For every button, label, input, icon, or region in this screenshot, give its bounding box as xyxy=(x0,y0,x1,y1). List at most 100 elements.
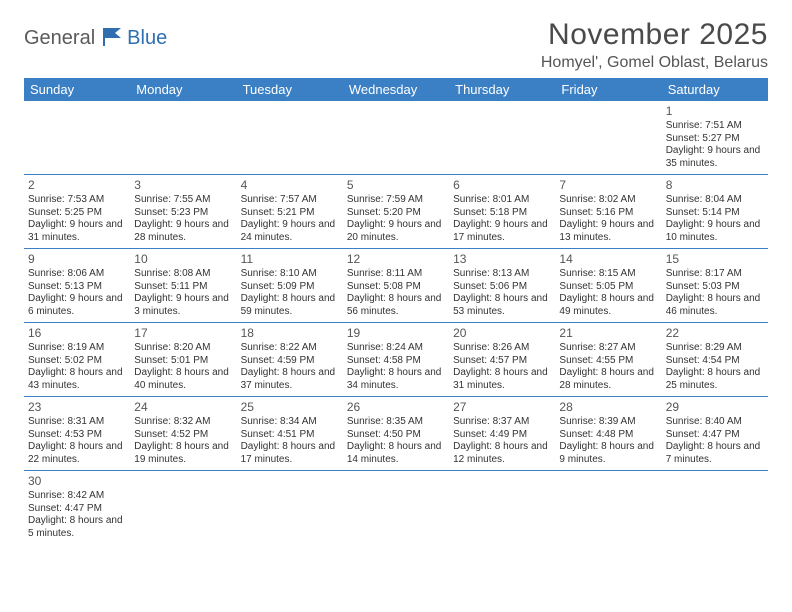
calendar-cell: 30Sunrise: 8:42 AMSunset: 4:47 PMDayligh… xyxy=(24,471,130,545)
day-number: 20 xyxy=(453,326,551,341)
page: General Blue November 2025 Homyel', Gome… xyxy=(0,0,792,562)
daylight-text: Daylight: 8 hours and 37 minutes. xyxy=(241,367,339,392)
brand-logo: General Blue xyxy=(24,26,167,51)
sunrise-text: Sunrise: 7:51 AM xyxy=(666,120,764,133)
sunrise-text: Sunrise: 8:40 AM xyxy=(666,416,764,429)
daylight-text: Daylight: 8 hours and 28 minutes. xyxy=(559,367,657,392)
calendar-row: 30Sunrise: 8:42 AMSunset: 4:47 PMDayligh… xyxy=(24,471,768,545)
sunrise-text: Sunrise: 7:55 AM xyxy=(134,194,232,207)
daylight-text: Daylight: 8 hours and 22 minutes. xyxy=(28,441,126,466)
day-number: 7 xyxy=(559,178,657,193)
day-number: 16 xyxy=(28,326,126,341)
day-number: 15 xyxy=(666,252,764,267)
calendar-cell: 16Sunrise: 8:19 AMSunset: 5:02 PMDayligh… xyxy=(24,323,130,397)
sunrise-text: Sunrise: 8:32 AM xyxy=(134,416,232,429)
brand-general: General xyxy=(24,27,95,50)
day-header: Saturday xyxy=(662,78,768,101)
calendar-cell: 8Sunrise: 8:04 AMSunset: 5:14 PMDaylight… xyxy=(662,175,768,249)
sunset-text: Sunset: 5:06 PM xyxy=(453,281,551,294)
calendar-cell: 15Sunrise: 8:17 AMSunset: 5:03 PMDayligh… xyxy=(662,249,768,323)
day-number: 25 xyxy=(241,400,339,415)
sunset-text: Sunset: 5:16 PM xyxy=(559,207,657,220)
daylight-text: Daylight: 9 hours and 3 minutes. xyxy=(134,293,232,318)
daylight-text: Daylight: 9 hours and 31 minutes. xyxy=(28,219,126,244)
daylight-text: Daylight: 8 hours and 53 minutes. xyxy=(453,293,551,318)
day-number: 4 xyxy=(241,178,339,193)
sunrise-text: Sunrise: 8:37 AM xyxy=(453,416,551,429)
calendar-cell: 9Sunrise: 8:06 AMSunset: 5:13 PMDaylight… xyxy=(24,249,130,323)
daylight-text: Daylight: 9 hours and 24 minutes. xyxy=(241,219,339,244)
day-number: 5 xyxy=(347,178,445,193)
day-header: Wednesday xyxy=(343,78,449,101)
daylight-text: Daylight: 8 hours and 49 minutes. xyxy=(559,293,657,318)
daylight-text: Daylight: 8 hours and 5 minutes. xyxy=(28,515,126,540)
daylight-text: Daylight: 8 hours and 12 minutes. xyxy=(453,441,551,466)
sunset-text: Sunset: 4:47 PM xyxy=(28,503,126,516)
day-number: 18 xyxy=(241,326,339,341)
daylight-text: Daylight: 8 hours and 34 minutes. xyxy=(347,367,445,392)
sunset-text: Sunset: 5:18 PM xyxy=(453,207,551,220)
sunrise-text: Sunrise: 8:34 AM xyxy=(241,416,339,429)
day-number: 8 xyxy=(666,178,764,193)
daylight-text: Daylight: 8 hours and 59 minutes. xyxy=(241,293,339,318)
sunset-text: Sunset: 5:03 PM xyxy=(666,281,764,294)
day-number: 19 xyxy=(347,326,445,341)
calendar-cell: 27Sunrise: 8:37 AMSunset: 4:49 PMDayligh… xyxy=(449,397,555,471)
sunrise-text: Sunrise: 8:39 AM xyxy=(559,416,657,429)
sunrise-text: Sunrise: 8:31 AM xyxy=(28,416,126,429)
day-number: 2 xyxy=(28,178,126,193)
calendar-cell: 22Sunrise: 8:29 AMSunset: 4:54 PMDayligh… xyxy=(662,323,768,397)
sunset-text: Sunset: 4:58 PM xyxy=(347,355,445,368)
sunset-text: Sunset: 5:05 PM xyxy=(559,281,657,294)
sunset-text: Sunset: 5:11 PM xyxy=(134,281,232,294)
calendar-cell xyxy=(662,471,768,545)
sunrise-text: Sunrise: 8:27 AM xyxy=(559,342,657,355)
calendar-cell: 3Sunrise: 7:55 AMSunset: 5:23 PMDaylight… xyxy=(130,175,236,249)
sunset-text: Sunset: 5:09 PM xyxy=(241,281,339,294)
day-number: 27 xyxy=(453,400,551,415)
day-header: Tuesday xyxy=(237,78,343,101)
calendar-cell: 5Sunrise: 7:59 AMSunset: 5:20 PMDaylight… xyxy=(343,175,449,249)
day-number: 3 xyxy=(134,178,232,193)
day-number: 1 xyxy=(666,104,764,119)
day-number: 9 xyxy=(28,252,126,267)
daylight-text: Daylight: 8 hours and 17 minutes. xyxy=(241,441,339,466)
calendar-table: Sunday Monday Tuesday Wednesday Thursday… xyxy=(24,78,768,544)
daylight-text: Daylight: 8 hours and 40 minutes. xyxy=(134,367,232,392)
day-number: 6 xyxy=(453,178,551,193)
calendar-cell: 1Sunrise: 7:51 AMSunset: 5:27 PMDaylight… xyxy=(662,101,768,175)
sunset-text: Sunset: 5:21 PM xyxy=(241,207,339,220)
sunrise-text: Sunrise: 8:42 AM xyxy=(28,490,126,503)
calendar-row: 1Sunrise: 7:51 AMSunset: 5:27 PMDaylight… xyxy=(24,101,768,175)
sunset-text: Sunset: 4:51 PM xyxy=(241,429,339,442)
sunrise-text: Sunrise: 8:01 AM xyxy=(453,194,551,207)
calendar-cell xyxy=(130,471,236,545)
sunrise-text: Sunrise: 8:10 AM xyxy=(241,268,339,281)
sunrise-text: Sunrise: 8:20 AM xyxy=(134,342,232,355)
sunrise-text: Sunrise: 8:24 AM xyxy=(347,342,445,355)
sunrise-text: Sunrise: 8:17 AM xyxy=(666,268,764,281)
calendar-cell xyxy=(449,471,555,545)
calendar-body: 1Sunrise: 7:51 AMSunset: 5:27 PMDaylight… xyxy=(24,101,768,544)
sunrise-text: Sunrise: 8:35 AM xyxy=(347,416,445,429)
sunrise-text: Sunrise: 8:04 AM xyxy=(666,194,764,207)
daylight-text: Daylight: 8 hours and 46 minutes. xyxy=(666,293,764,318)
daylight-text: Daylight: 9 hours and 28 minutes. xyxy=(134,219,232,244)
calendar-cell: 12Sunrise: 8:11 AMSunset: 5:08 PMDayligh… xyxy=(343,249,449,323)
calendar-cell xyxy=(237,471,343,545)
sunrise-text: Sunrise: 8:29 AM xyxy=(666,342,764,355)
brand-blue: Blue xyxy=(127,27,167,50)
daylight-text: Daylight: 8 hours and 56 minutes. xyxy=(347,293,445,318)
calendar-cell: 10Sunrise: 8:08 AMSunset: 5:11 PMDayligh… xyxy=(130,249,236,323)
calendar-cell: 25Sunrise: 8:34 AMSunset: 4:51 PMDayligh… xyxy=(237,397,343,471)
calendar-cell: 24Sunrise: 8:32 AMSunset: 4:52 PMDayligh… xyxy=(130,397,236,471)
calendar-cell: 21Sunrise: 8:27 AMSunset: 4:55 PMDayligh… xyxy=(555,323,661,397)
calendar-row: 16Sunrise: 8:19 AMSunset: 5:02 PMDayligh… xyxy=(24,323,768,397)
sunrise-text: Sunrise: 8:08 AM xyxy=(134,268,232,281)
sunrise-text: Sunrise: 8:13 AM xyxy=(453,268,551,281)
daylight-text: Daylight: 8 hours and 25 minutes. xyxy=(666,367,764,392)
sunrise-text: Sunrise: 7:53 AM xyxy=(28,194,126,207)
calendar-cell: 17Sunrise: 8:20 AMSunset: 5:01 PMDayligh… xyxy=(130,323,236,397)
sunset-text: Sunset: 5:01 PM xyxy=(134,355,232,368)
day-number: 24 xyxy=(134,400,232,415)
